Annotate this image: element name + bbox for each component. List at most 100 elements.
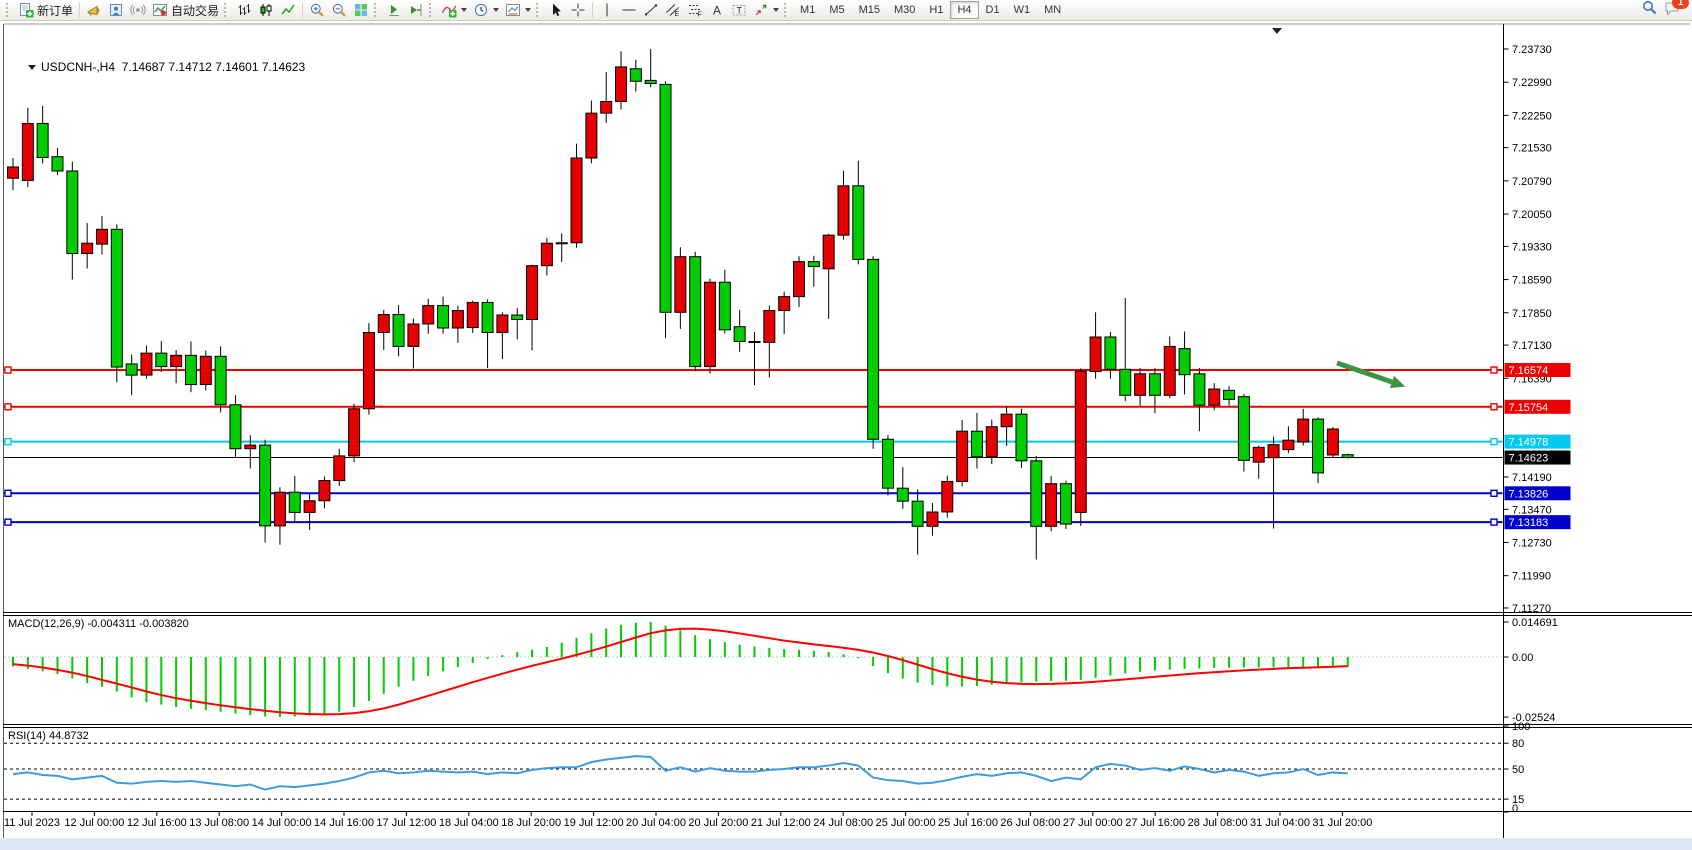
candle [199, 355, 212, 386]
cursor-arrow-icon [548, 2, 564, 18]
chart-window[interactable]: 7.23730 7.22990 7.22250 7.21530 7.20790 7.200… [0, 21, 1692, 850]
chart-bars-button[interactable] [233, 1, 255, 20]
zoom-out-icon [331, 2, 347, 18]
toolbar-grip [429, 3, 434, 17]
autotrading-button[interactable]: 自动交易 [149, 1, 222, 20]
auto-scroll-button[interactable] [383, 1, 405, 20]
time-axis-label: 14 Jul 00:00 [252, 817, 312, 829]
rsi-axis-label: 0 [1512, 803, 1518, 815]
candle [437, 305, 450, 329]
current-price-badge: 7.14623 [1509, 453, 1549, 465]
timeframe-button-m5[interactable]: M5 [829, 4, 845, 16]
timeframe-button-h4[interactable]: H4 [950, 1, 979, 19]
candle [733, 326, 746, 342]
candle [1134, 373, 1147, 396]
candle [941, 480, 954, 513]
periods-button[interactable] [470, 1, 502, 20]
candle [184, 354, 197, 386]
candle [1282, 439, 1295, 451]
candle [540, 242, 553, 267]
horizontal-line-button[interactable] [618, 1, 640, 20]
candle [1045, 483, 1058, 527]
text-button[interactable]: A [706, 1, 728, 20]
candle [1341, 454, 1354, 459]
arrows-shapes-button[interactable] [750, 1, 782, 20]
chart-candles-button[interactable] [255, 1, 277, 20]
tile-windows-icon [353, 2, 369, 18]
tile-windows-button[interactable] [350, 1, 372, 20]
text-a-icon: A [709, 2, 725, 18]
symbol-collapse-icon[interactable] [28, 65, 37, 70]
fibonacci-icon: F [687, 2, 703, 18]
price-chart-canvas[interactable]: 7.23730 7.22990 7.22250 7.21530 7.20790 7.200… [0, 21, 1692, 850]
down-trend-arrow[interactable] [1389, 375, 1406, 389]
candle [1267, 444, 1280, 459]
timeframe-button-mn[interactable]: MN [1044, 4, 1062, 16]
crosshair-icon [570, 2, 586, 18]
timeframe-button-m15[interactable]: M15 [858, 4, 880, 16]
chat-button[interactable]: 1 [1664, 0, 1689, 21]
candle [125, 363, 138, 376]
timeframe-toolbar: M1 M5 M15 M30 H1 H4 D1 W1 MN [793, 1, 1068, 19]
candle [66, 170, 79, 255]
macd-indicator-label: MACD(12,26,9) -0.004311 -0.003820 [8, 618, 189, 630]
level-price-badge: 7.14978 [1509, 437, 1549, 449]
candle [926, 511, 939, 527]
autotrading-label: 自动交易 [171, 3, 220, 18]
chart-line-button[interactable] [277, 1, 299, 20]
candle [110, 228, 123, 368]
candle [837, 185, 850, 236]
new-order-label: 新订单 [37, 3, 74, 18]
timeframe-button-m30[interactable]: M30 [894, 4, 916, 16]
rsi-indicator-label: RSI(14) 44.8732 [8, 730, 89, 742]
megaphone-button[interactable] [83, 1, 105, 20]
crosshair-button[interactable] [567, 1, 589, 20]
profile-button[interactable] [105, 1, 127, 20]
ohlc-values: 7.14687 7.14712 7.14601 7.14623 [121, 60, 306, 74]
svg-text:F: F [698, 12, 702, 19]
candle [852, 185, 865, 260]
zoom-out-button[interactable] [328, 1, 350, 20]
price-tick-label: 7.12730 [1512, 537, 1552, 549]
person-window-icon [108, 2, 124, 18]
chart-collapse-icon [1272, 28, 1282, 34]
price-tick-label: 7.22990 [1512, 77, 1552, 89]
candle [155, 352, 168, 368]
notification-badge: 1 [1672, 0, 1689, 9]
timeframe-button-h1[interactable]: H1 [929, 4, 944, 16]
candle [81, 242, 94, 255]
signal-button[interactable] [127, 1, 149, 20]
candle [1208, 388, 1221, 406]
chart-shift-button[interactable] [405, 1, 427, 20]
time-axis-label: 19 Jul 12:00 [564, 817, 624, 829]
indicators-button[interactable] [438, 1, 470, 20]
equidistant-channel-button[interactable]: E [662, 1, 684, 20]
candle [244, 444, 257, 450]
zoom-in-button[interactable] [306, 1, 328, 20]
candle [1000, 413, 1013, 428]
candle [466, 301, 479, 329]
candle [348, 408, 361, 457]
vertical-line-icon [599, 2, 615, 18]
search-icon[interactable] [1641, 0, 1658, 21]
rsi-axis-label: 50 [1512, 764, 1524, 776]
level-price-badge: 7.13183 [1509, 517, 1549, 529]
level-price-badge: 7.15754 [1509, 402, 1549, 414]
timeframe-button-m1[interactable]: M1 [800, 4, 816, 16]
new-order-button[interactable]: 新订单 [15, 1, 76, 20]
candle [1163, 345, 1176, 396]
time-axis-label: 20 Jul 04:00 [626, 817, 686, 829]
templates-button[interactable] [502, 1, 534, 20]
candle [170, 354, 183, 368]
timeframe-button-w1[interactable]: W1 [1013, 4, 1031, 16]
price-tick-label: 7.13470 [1512, 504, 1552, 516]
indicators-plus-icon [441, 2, 457, 18]
trendline-button[interactable] [640, 1, 662, 20]
text-label-button[interactable]: T [728, 1, 750, 20]
fibonacci-button[interactable]: F [684, 1, 706, 20]
candle [644, 79, 657, 85]
candle [659, 83, 672, 313]
cursor-button[interactable] [545, 1, 567, 20]
timeframe-button-d1[interactable]: D1 [985, 4, 1000, 16]
vertical-line-button[interactable] [596, 1, 618, 20]
